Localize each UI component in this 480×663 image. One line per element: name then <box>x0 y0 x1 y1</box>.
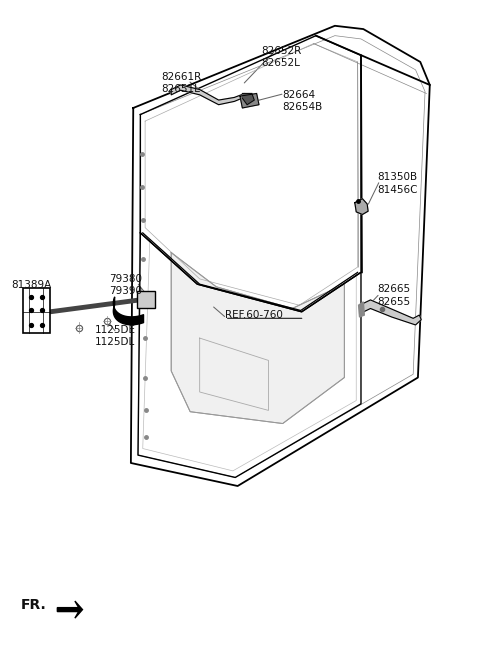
Text: 81350B
81456C: 81350B 81456C <box>378 172 418 195</box>
Text: 82664
82654B: 82664 82654B <box>283 90 323 112</box>
Text: 82652R
82652L: 82652R 82652L <box>261 46 301 68</box>
Bar <box>23 288 50 333</box>
Polygon shape <box>171 85 247 105</box>
Polygon shape <box>242 93 254 105</box>
Text: 81389A: 81389A <box>12 280 51 290</box>
Polygon shape <box>240 93 259 108</box>
Polygon shape <box>359 302 364 317</box>
Text: 79380
79390: 79380 79390 <box>109 274 143 296</box>
Text: 82665
82655: 82665 82655 <box>378 284 411 306</box>
Polygon shape <box>355 199 368 214</box>
Bar <box>137 291 155 308</box>
Text: 82661R
82651L: 82661R 82651L <box>162 72 202 94</box>
Text: FR.: FR. <box>21 599 47 613</box>
Polygon shape <box>171 253 344 424</box>
Polygon shape <box>360 300 421 325</box>
Text: 1125DE
1125DL: 1125DE 1125DL <box>96 325 136 347</box>
Text: REF.60-760: REF.60-760 <box>225 310 283 320</box>
Polygon shape <box>57 601 83 618</box>
